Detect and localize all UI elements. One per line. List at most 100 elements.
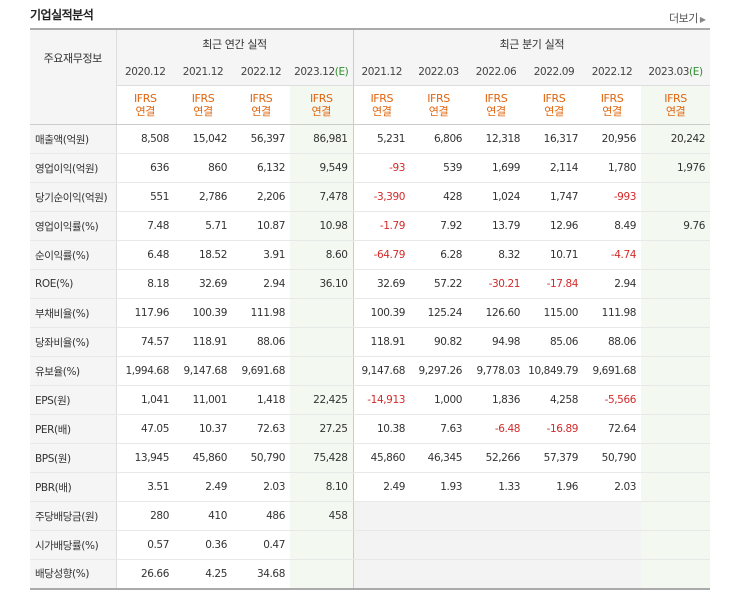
table-row: 시가배당률(%) 0.57 0.36 0.47	[30, 530, 711, 560]
value-cell: 1,994.68	[116, 356, 174, 386]
value-cell	[641, 472, 711, 502]
basis-corner	[30, 85, 117, 125]
value-cell: -93	[352, 153, 411, 183]
value-cell: -5,566	[583, 385, 642, 415]
basis-standard: IFRS	[191, 92, 215, 105]
value-cell: 10.37	[174, 414, 232, 444]
table-row: 부채비율(%) 117.96 100.39 111.98 100.39 125.24 126…	[30, 298, 711, 328]
value-cell: 0.57	[116, 530, 174, 560]
table-row: 영업이익률(%) 7.48 5.71 10.87 10.98 -1.79 7.92 13.79…	[30, 211, 711, 241]
value-cell: 1,780	[583, 153, 642, 183]
annual-header: 최근 연간 실적	[116, 28, 354, 58]
value-cell: 57,379	[525, 443, 584, 473]
period-header: 2021.12	[352, 58, 411, 86]
row-label: 유보율(%)	[30, 356, 117, 386]
value-cell: 1,041	[116, 385, 174, 415]
period-header: 2022.12	[232, 58, 290, 86]
basis-standard: IFRS	[133, 92, 157, 105]
value-cell: -16.89	[525, 414, 584, 444]
value-cell: 1.33	[467, 472, 526, 502]
value-cell: 11,001	[174, 385, 232, 415]
value-cell: 8.10	[290, 472, 354, 502]
value-cell: -4.74	[583, 240, 642, 270]
basis-cell: IFRS 연결	[525, 85, 584, 125]
period-header: 2022.09	[525, 58, 584, 86]
value-cell: 115.00	[525, 298, 584, 328]
value-cell: 9,691.68	[232, 356, 290, 386]
value-cell: 74.57	[116, 327, 174, 357]
value-cell: 118.91	[174, 327, 232, 357]
table-row: PBR(배) 3.51 2.49 2.03 8.10 2.49 1.93 1.33 1.96 2.…	[30, 472, 711, 502]
quarter-header: 최근 분기 실적	[352, 28, 711, 58]
value-cell: 5.71	[174, 211, 232, 241]
value-cell	[641, 530, 711, 560]
row-label: 부채비율(%)	[30, 298, 117, 328]
basis-cell: IFRS 연결	[641, 85, 711, 125]
value-cell: 34.68	[232, 559, 290, 590]
value-cell: 10.38	[352, 414, 411, 444]
value-cell	[290, 356, 354, 386]
value-cell: 9,549	[290, 153, 354, 183]
value-cell: 16,317	[525, 124, 584, 154]
value-cell: 2.03	[583, 472, 642, 502]
table-row: ROE(%) 8.18 32.69 2.94 36.10 32.69 57.22 -30.21…	[30, 269, 711, 299]
basis-standard: IFRS	[600, 92, 624, 105]
value-cell: 45,860	[352, 443, 411, 473]
financial-table: 주요재무정보 최근 연간 실적 최근 분기 실적 2020.12 2021.12 2…	[30, 28, 711, 590]
value-cell: 9,147.68	[352, 356, 411, 386]
basis-standard: IFRS	[370, 92, 394, 105]
value-cell: 5,231	[352, 124, 411, 154]
value-cell	[641, 356, 711, 386]
row-label: 매출액(억원)	[30, 124, 117, 154]
more-link-label: 더보기	[669, 12, 698, 25]
section-title: 기업실적분석	[30, 8, 94, 22]
value-cell: 10.87	[232, 211, 290, 241]
table-row: 영업이익(억원) 636 860 6,132 9,549 -93 539 1,699 2,114…	[30, 153, 711, 183]
value-cell: -993	[583, 182, 642, 212]
value-cell: 8.18	[116, 269, 174, 299]
value-cell: 9.76	[641, 211, 711, 241]
value-cell: 126.60	[467, 298, 526, 328]
table-row: EPS(원) 1,041 11,001 1,418 22,425 -14,913 1,000…	[30, 385, 711, 415]
row-label: 당좌비율(%)	[30, 327, 117, 357]
value-cell	[290, 530, 354, 560]
value-cell: 1,836	[467, 385, 526, 415]
value-cell: 45,860	[174, 443, 232, 473]
basis-consolidation: 연결	[311, 105, 332, 118]
value-cell: 90.82	[410, 327, 468, 357]
value-cell: 125.24	[410, 298, 468, 328]
value-cell	[525, 530, 584, 560]
basis-consolidation: 연결	[602, 105, 622, 118]
value-cell: 2.49	[352, 472, 411, 502]
value-cell: 6.28	[410, 240, 468, 270]
basis-consolidation: 연결	[251, 105, 271, 118]
value-cell: 636	[116, 153, 174, 183]
basis-consolidation: 연결	[135, 105, 156, 118]
value-cell: 12.96	[525, 211, 584, 241]
value-cell: 50,790	[232, 443, 290, 473]
value-cell: 1,418	[232, 385, 290, 415]
value-cell: 7.92	[410, 211, 468, 241]
period-header: 2023.03(E)	[641, 58, 711, 86]
value-cell: 86,981	[290, 124, 354, 154]
value-cell: 1.93	[410, 472, 468, 502]
more-link[interactable]: 더보기 ▶	[669, 10, 706, 26]
value-cell: 7.48	[116, 211, 174, 241]
value-cell: 36.10	[290, 269, 354, 299]
value-cell: 1,000	[410, 385, 468, 415]
row-label: 배당성향(%)	[30, 559, 117, 590]
value-cell	[583, 501, 642, 531]
value-cell: -30.21	[467, 269, 526, 299]
value-cell: 9,147.68	[174, 356, 232, 386]
value-cell: 26.66	[116, 559, 174, 590]
value-cell	[641, 414, 711, 444]
table-row: 주당배당금(원) 280 410 486 458	[30, 501, 711, 531]
basis-consolidation: 연결	[372, 105, 392, 118]
value-cell: 13,945	[116, 443, 174, 473]
value-cell: -3,390	[352, 182, 411, 212]
basis-cell: IFRS 연결	[352, 85, 411, 125]
value-cell: 3.91	[232, 240, 290, 270]
value-cell	[641, 298, 711, 328]
value-cell	[525, 501, 584, 531]
